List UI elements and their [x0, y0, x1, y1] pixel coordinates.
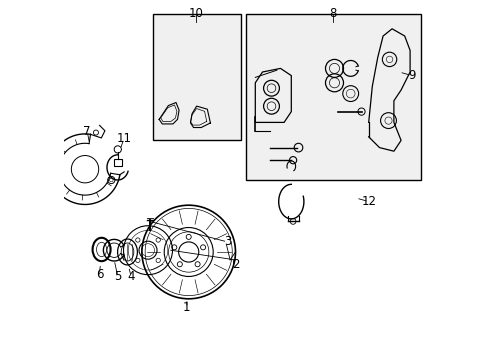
Text: 7: 7	[83, 125, 91, 138]
Text: 12: 12	[361, 195, 375, 208]
Text: 9: 9	[407, 69, 415, 82]
Bar	[114, 159, 122, 166]
Text: 8: 8	[328, 7, 336, 20]
Text: 6: 6	[96, 268, 103, 281]
Text: 3: 3	[224, 235, 231, 248]
Text: 5: 5	[114, 270, 121, 283]
Text: 10: 10	[188, 7, 203, 20]
Text: 2: 2	[231, 258, 239, 271]
Bar	[152, 14, 241, 140]
Text: 11: 11	[116, 132, 131, 145]
Text: 1: 1	[183, 301, 190, 314]
Text: 4: 4	[127, 270, 135, 283]
Bar	[246, 14, 420, 180]
